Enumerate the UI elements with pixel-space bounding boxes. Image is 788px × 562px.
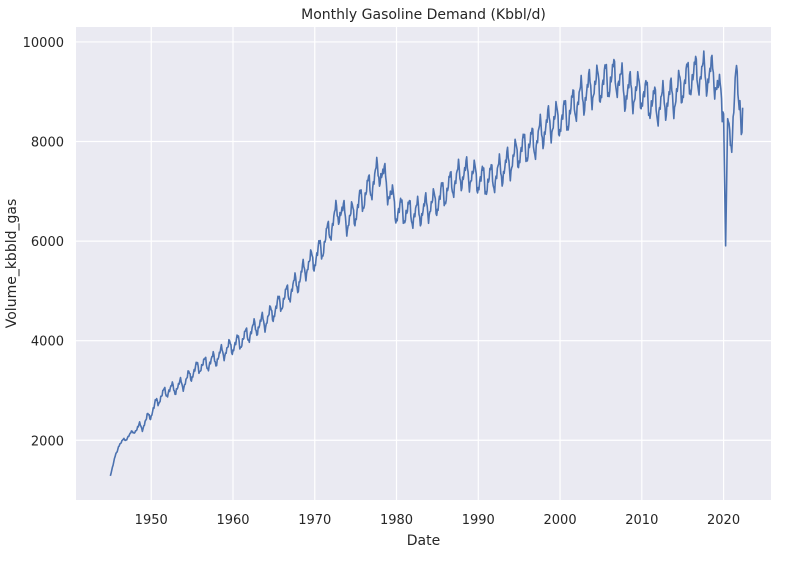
x-tick-label: 1950 [135, 513, 168, 528]
y-axis-ticks: 2000 4000 6000 8000 10000 [23, 36, 64, 449]
x-tick-label: 2020 [707, 513, 740, 528]
y-tick-label: 2000 [31, 434, 64, 449]
x-tick-label: 2000 [544, 513, 577, 528]
gridlines [76, 27, 771, 500]
x-tick-label: 2010 [625, 513, 658, 528]
x-tick-label: 1990 [462, 513, 495, 528]
series-line-gasoline-demand [109, 50, 744, 477]
y-tick-label: 6000 [31, 235, 64, 250]
chart-title: Monthly Gasoline Demand (Kbbl/d) [301, 7, 546, 23]
y-axis-title: Volume_kbbld_gas [4, 199, 20, 329]
x-tick-label: 1970 [298, 513, 331, 528]
x-tick-label: 1960 [216, 513, 249, 528]
plot-area [76, 27, 771, 500]
y-tick-label: 10000 [23, 36, 64, 51]
x-axis-ticks: 1950 1960 1970 1980 1990 2000 2010 2020 [135, 513, 740, 528]
y-tick-label: 4000 [31, 335, 64, 350]
x-axis-title: Date [407, 533, 440, 549]
y-tick-label: 8000 [31, 136, 64, 151]
x-tick-label: 1980 [380, 513, 413, 528]
